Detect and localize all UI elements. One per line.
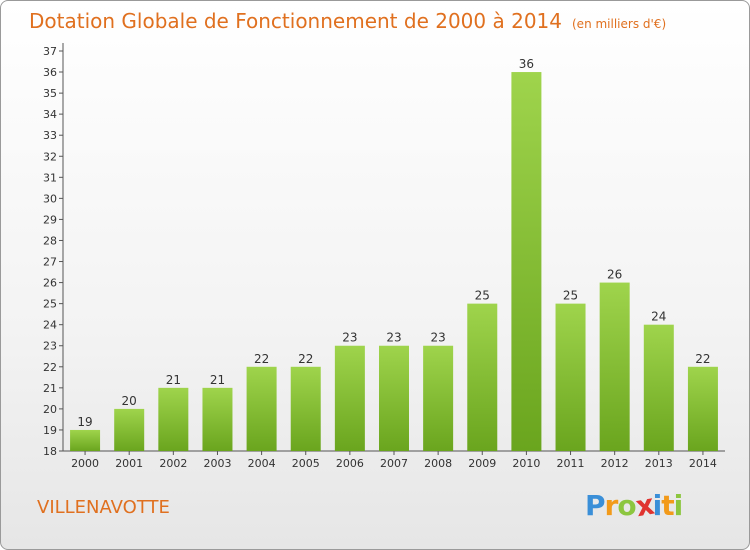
y-tick-label: 36 <box>43 66 57 79</box>
bar <box>599 282 630 451</box>
logo-letter: i <box>652 489 663 522</box>
x-tick-label: 2004 <box>248 457 276 470</box>
y-tick-label: 21 <box>43 382 57 395</box>
x-tick-label: 2003 <box>203 457 231 470</box>
y-tick-label: 23 <box>43 340 57 353</box>
chart-subtitle: (en milliers d'€) <box>572 17 667 31</box>
chart-axes: 18 19 20 21 22 23 24 25 26 27 28 29 30 31 32 33 34 35 36 37… <box>43 43 725 470</box>
bar <box>158 387 189 451</box>
chart-title: Dotation Globale de Fonctionnement de 20… <box>29 9 666 33</box>
data-label: 22 <box>298 352 313 366</box>
y-tick-label: 18 <box>43 445 57 458</box>
data-label: 36 <box>519 57 534 71</box>
y-tick-label: 28 <box>43 234 57 247</box>
data-label: 23 <box>430 331 445 345</box>
bar <box>687 366 718 451</box>
bar <box>202 387 233 451</box>
logo-letter: t <box>661 489 674 522</box>
logo-letter: o <box>617 489 636 522</box>
x-tick-label: 2012 <box>601 457 629 470</box>
bar <box>379 345 409 451</box>
data-label: 19 <box>77 415 92 429</box>
data-label: 24 <box>651 310 666 324</box>
data-label: 23 <box>342 331 357 345</box>
data-label: 22 <box>695 352 710 366</box>
x-tick-label: 2014 <box>689 457 717 470</box>
commune-name: VILLENAVOTTE <box>37 497 170 518</box>
x-tick-label: 2009 <box>468 457 496 470</box>
data-label: 25 <box>563 289 578 303</box>
logo-letter: r <box>604 489 619 522</box>
data-label: 26 <box>607 268 622 282</box>
logo-letter: P <box>585 489 606 522</box>
bar <box>467 303 498 451</box>
data-label: 21 <box>210 373 225 387</box>
y-tick-label: 29 <box>43 213 57 226</box>
y-tick-label: 31 <box>43 171 57 184</box>
y-tick-label: 25 <box>43 298 57 311</box>
x-tick-label: 2011 <box>557 457 585 470</box>
x-tick-label: 2007 <box>380 457 408 470</box>
x-tick-label: 2006 <box>336 457 364 470</box>
y-tick-label: 27 <box>43 256 57 269</box>
y-tick-label: 26 <box>43 277 57 290</box>
y-tick-label: 19 <box>43 424 57 437</box>
data-label: 23 <box>386 331 401 345</box>
bar <box>643 324 674 451</box>
y-tick-label: 20 <box>43 403 57 416</box>
y-tick-label: 37 <box>43 45 57 58</box>
y-tick-label: 30 <box>43 192 57 205</box>
x-tick-label: 2010 <box>512 457 540 470</box>
proxiti-logo: Proxiti <box>585 488 684 523</box>
bar <box>555 303 586 451</box>
y-tick-label: 22 <box>43 361 57 374</box>
data-label: 22 <box>254 352 269 366</box>
x-tick-label: 2005 <box>292 457 320 470</box>
y-tick-label: 32 <box>43 150 57 163</box>
x-tick-label: 2000 <box>71 457 99 470</box>
y-tick-label: 33 <box>43 129 57 142</box>
bar <box>511 72 542 451</box>
bar <box>114 408 145 451</box>
y-tick-label: 35 <box>43 87 57 100</box>
bar <box>246 366 277 451</box>
data-label: 21 <box>166 373 181 387</box>
x-tick-label: 2001 <box>115 457 143 470</box>
y-tick-label: 34 <box>43 108 57 121</box>
data-label: 20 <box>122 394 137 408</box>
logo-letter: i <box>673 489 684 522</box>
chart-title-text: Dotation Globale de Fonctionnement de 20… <box>29 9 562 33</box>
data-label: 25 <box>475 289 490 303</box>
x-tick-label: 2002 <box>159 457 187 470</box>
bar <box>334 345 365 451</box>
x-tick-label: 2008 <box>424 457 452 470</box>
chart-bars: 19 20 21 21 22 22 23 23 23 25 36 25 26 24 22 <box>70 57 718 451</box>
bar <box>70 429 101 451</box>
bar <box>290 366 321 451</box>
y-tick-label: 24 <box>43 319 57 332</box>
bar <box>423 345 454 451</box>
x-tick-label: 2013 <box>645 457 673 470</box>
